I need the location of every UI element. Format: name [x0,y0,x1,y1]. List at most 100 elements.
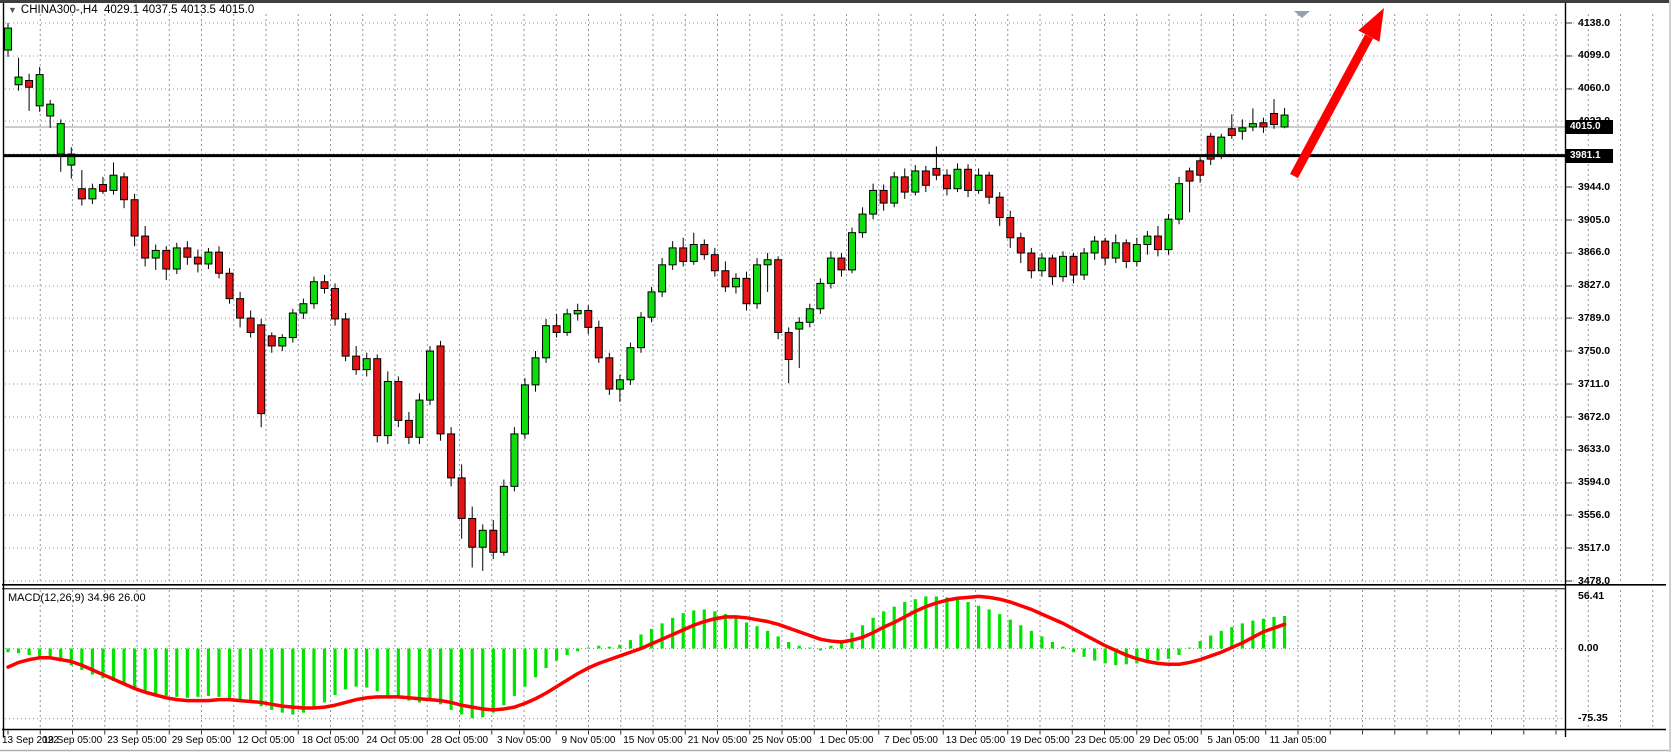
candle [816,282,825,310]
hline-price-tag: 3981.1 [1566,148,1613,163]
candle [932,167,941,176]
time-axis-label: 15 Nov 05:00 [623,735,683,746]
price-axis-label: 3944.0 [1578,180,1611,193]
time-axis-label: 7 Dec 05:00 [884,735,938,746]
price-axis-label: 3789.0 [1578,311,1611,324]
macd-axis-label: 0.00 [1578,642,1599,654]
window-top-border [0,0,1671,3]
time-axis-label: 21 Nov 05:00 [687,735,748,746]
time-axis-label: 1 Dec 05:00 [819,735,874,746]
candle [426,350,434,401]
candle [731,277,740,288]
candle [858,213,867,234]
candle [1016,237,1025,254]
candle [257,324,266,415]
candle [320,281,329,289]
candle [542,325,551,359]
candle [394,380,403,421]
candle [468,517,477,548]
candle [299,303,308,314]
candle [921,170,930,186]
candle [489,529,498,553]
candle [341,318,350,357]
candle [510,433,519,487]
price-axis-label: 3594.0 [1578,476,1611,489]
price-axis-label: 3672.0 [1578,410,1611,423]
price-axis-label: 4099.0 [1578,49,1611,62]
candle [35,74,44,107]
time-axis-label: 23 Dec 05:00 [1074,735,1135,746]
candle [1164,218,1173,251]
candle [67,153,76,166]
candle [404,419,413,438]
candle [362,358,371,371]
candle [805,308,814,323]
candle [837,257,846,271]
price-axis-label: 3827.0 [1578,279,1611,292]
candle [415,399,424,438]
candle [742,277,751,305]
candle [647,291,656,318]
candle [869,189,878,215]
time-axis-label: 12 Oct 05:00 [237,735,295,746]
candle [225,272,234,300]
candle [1185,170,1194,182]
chart-title-symbol: CHINA300-,H4 [20,4,98,16]
candle [658,264,667,293]
time-axis-label: 3 Nov 05:00 [497,735,551,746]
candle [130,199,139,237]
macd-axis-label: 56.41 [1578,589,1605,602]
candle [985,174,994,198]
candle [584,309,593,328]
candle [25,79,34,88]
candle [1259,122,1268,128]
chart-shift-triangle-icon [1294,11,1310,18]
candle [626,347,635,381]
candle [1206,135,1215,160]
candle [900,176,909,193]
candle [531,357,540,386]
candle [753,264,762,305]
price-axis-label: 3517.0 [1578,541,1611,554]
candle [615,379,624,390]
candle [46,103,55,117]
time-axis-label: 5 Jan 05:00 [1207,735,1260,746]
time-axis-label: 18 Oct 05:00 [301,735,360,746]
candle [1059,255,1067,278]
time-axis-label: 13 Sep 2022 [2,735,59,746]
candle [1027,252,1036,272]
candle [288,312,297,339]
macd-axis-label: -75.35 [1578,712,1608,725]
candle [457,477,466,519]
time-axis-label: 28 Oct 05:00 [430,735,489,746]
indicator-label: MACD(12,26,9) 34.96 26.00 [8,592,146,604]
time-axis-label: 23 Sep 05:00 [107,735,167,746]
price-axis-label: 4060.0 [1578,82,1611,95]
candle [77,188,86,200]
candle [679,247,688,262]
candle [162,249,171,270]
candle [1153,235,1162,251]
time-axis-label: 29 Sep 05:00 [171,735,232,746]
time-axis-label: 13 Dec 05:00 [945,735,1006,746]
candle [637,316,645,349]
candle [1175,183,1184,220]
candle [98,183,107,192]
candle [1101,240,1110,259]
chart-title-ohlc: 4029.1 4037.5 4013.5 4015.0 [104,4,255,16]
price-axis-label: 3478.0 [1578,574,1611,587]
candle [447,433,456,479]
candle [784,331,793,361]
candle [141,235,150,259]
candle [120,176,129,201]
candle [594,326,603,359]
candle [109,174,118,191]
candle [215,251,223,274]
candle [236,298,245,319]
candle [331,287,340,320]
symbol-dropdown-icon[interactable]: ▼ [8,5,17,15]
chart-title: ▼ CHINA300-,H4 4029.1 4037.5 4013.5 4015.… [8,4,254,16]
price-axis-label: 3905.0 [1578,213,1611,226]
